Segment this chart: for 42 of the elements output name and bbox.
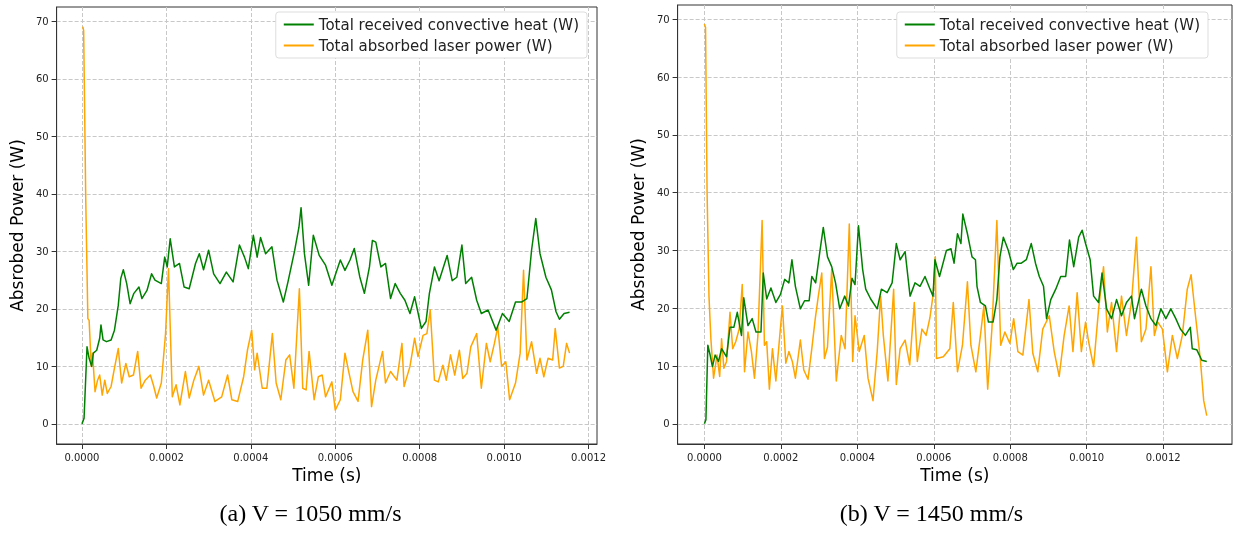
line-series [81, 206, 571, 425]
y-tick-label: 0 [663, 418, 670, 430]
text: (a) V = 1050 mm/s [218, 500, 403, 527]
x-tick-label: 0.0000 [686, 451, 722, 463]
x-tick-label: 0.0006 [317, 451, 353, 463]
x-tick-label: 0.0006 [916, 451, 952, 463]
y-tick-label: 50 [656, 129, 670, 141]
x-tick-label: 0.0002 [148, 451, 184, 463]
x-tick-label: 0.0008 [402, 451, 438, 463]
y-tick-label: 60 [35, 73, 49, 85]
y-tick-label: 30 [35, 245, 49, 257]
y-axis-title: Absrobed Power (W) [6, 139, 27, 312]
x-tick-label: 0.0012 [571, 451, 607, 463]
y-axis-title: Absrobed Power (W) [627, 138, 648, 311]
y-tick-label: 0 [42, 418, 49, 430]
legend-label: Total absorbed laser power (W) [317, 36, 553, 55]
x-tick-label: 0.0010 [1069, 451, 1105, 463]
y-tick-label: 10 [656, 360, 670, 372]
x-tick-label: 0.0002 [763, 451, 799, 463]
line-series [703, 213, 1208, 425]
x-tick-label: 0.0008 [992, 451, 1028, 463]
x-tick-label: 0.0004 [233, 451, 269, 463]
y-tick-label: 70 [656, 13, 670, 25]
y-tick-label: 50 [35, 130, 49, 142]
x-axis-title: Time (s) [291, 465, 362, 486]
legend-label: Total absorbed laser power (W) [938, 36, 1174, 55]
y-tick-label: 30 [656, 244, 670, 256]
y-tick-label: 20 [35, 303, 49, 315]
x-tick-label: 0.0000 [64, 451, 100, 463]
y-tick-label: 40 [35, 188, 49, 200]
y-tick-label: 20 [656, 302, 670, 314]
y-tick-label: 10 [35, 360, 49, 372]
legend-label: Total received convective heat (W) [938, 15, 1201, 34]
y-tick-label: 60 [656, 71, 670, 83]
x-axis-title: Time (s) [919, 465, 990, 486]
legend-label: Total received convective heat (W) [317, 15, 580, 34]
x-tick-label: 0.0012 [1145, 451, 1181, 463]
y-tick-label: 70 [35, 15, 49, 27]
x-tick-label: 0.0004 [839, 451, 875, 463]
text: (b) V = 1450 mm/s [838, 500, 1025, 527]
y-tick-label: 40 [656, 187, 670, 199]
x-tick-label: 0.0010 [486, 451, 522, 463]
